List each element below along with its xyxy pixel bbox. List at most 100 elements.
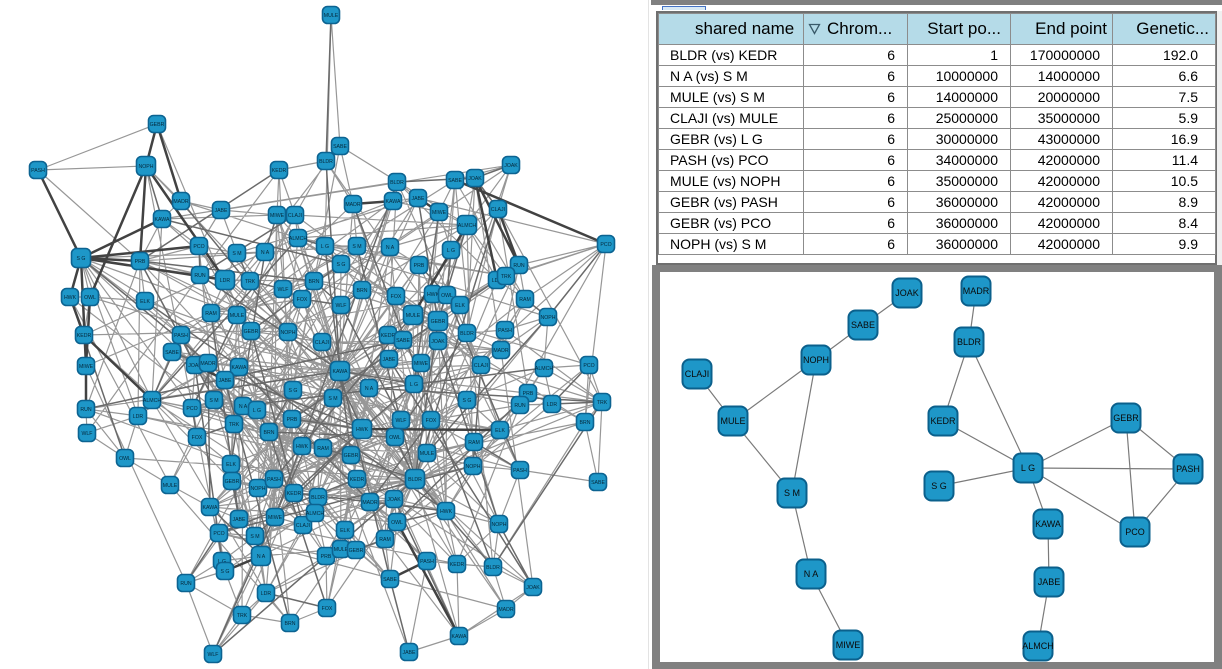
svg-text:L G: L G [410, 382, 418, 388]
svg-text:HWK: HWK [440, 509, 453, 515]
svg-text:N A: N A [365, 386, 374, 392]
svg-text:JOAK: JOAK [504, 163, 518, 169]
svg-text:RAM: RAM [379, 537, 391, 543]
svg-text:JABE: JABE [412, 196, 426, 202]
svg-text:BLDR: BLDR [319, 159, 333, 165]
svg-text:MIWE: MIWE [268, 515, 283, 521]
svg-text:MULE: MULE [334, 547, 349, 553]
svg-text:TRK: TRK [501, 274, 512, 280]
svg-text:JOAK: JOAK [188, 363, 202, 369]
svg-text:CLAJI: CLAJI [296, 523, 310, 529]
svg-text:HWK: HWK [356, 427, 369, 433]
svg-text:JABE: JABE [233, 517, 247, 523]
svg-text:S M: S M [250, 534, 259, 540]
svg-text:PCO: PCO [583, 363, 594, 369]
svg-text:HWK: HWK [64, 295, 77, 301]
svg-text:KEDR: KEDR [77, 333, 92, 339]
svg-text:KAWA: KAWA [333, 369, 348, 375]
svg-text:PCO: PCO [600, 242, 611, 248]
svg-text:ELK: ELK [140, 299, 150, 305]
svg-text:KEDR: KEDR [930, 416, 956, 426]
svg-text:BLDR: BLDR [390, 180, 404, 186]
svg-text:MULE: MULE [406, 313, 421, 319]
svg-text:N A: N A [804, 569, 819, 579]
svg-text:BRN: BRN [580, 420, 591, 426]
svg-text:SABE: SABE [448, 178, 462, 184]
svg-text:BLDR: BLDR [486, 565, 500, 571]
svg-text:KAWA: KAWA [452, 634, 467, 640]
svg-text:BRN: BRN [264, 430, 275, 436]
svg-text:PCO: PCO [193, 244, 204, 250]
svg-text:JABE: JABE [383, 357, 397, 363]
svg-text:S G: S G [463, 398, 472, 404]
svg-text:HWK: HWK [296, 444, 309, 450]
svg-text:NOPH: NOPH [492, 522, 507, 528]
svg-text:WLF: WLF [82, 431, 93, 437]
svg-text:RAM: RAM [468, 440, 480, 446]
svg-text:L G: L G [253, 408, 261, 414]
svg-text:S G: S G [221, 569, 230, 575]
svg-text:OWL: OWL [84, 295, 96, 301]
svg-text:PASH: PASH [31, 168, 45, 174]
svg-text:WLF: WLF [278, 287, 289, 293]
svg-text:LDR: LDR [261, 591, 272, 597]
svg-text:SABE: SABE [383, 577, 397, 583]
svg-text:SABE: SABE [851, 320, 875, 330]
svg-text:N A: N A [261, 250, 270, 256]
svg-text:ELK: ELK [495, 428, 505, 434]
svg-text:N A: N A [239, 404, 248, 410]
svg-text:ELK: ELK [455, 303, 465, 309]
svg-text:KAWA: KAWA [232, 365, 247, 371]
svg-text:PCO: PCO [213, 531, 224, 537]
svg-text:CLAJI: CLAJI [288, 213, 302, 219]
svg-text:MADR: MADR [493, 348, 509, 354]
svg-text:GEBR: GEBR [431, 319, 446, 325]
svg-text:MULE: MULE [720, 416, 745, 426]
svg-text:S G: S G [337, 262, 346, 268]
svg-text:GEBR: GEBR [1113, 413, 1139, 423]
svg-text:S G: S G [77, 256, 86, 262]
svg-text:MADR: MADR [345, 202, 361, 208]
svg-text:PRB: PRB [414, 263, 425, 269]
svg-text:JOAK: JOAK [431, 339, 445, 345]
svg-text:OWL: OWL [391, 520, 403, 526]
svg-text:BLDR: BLDR [460, 331, 474, 337]
svg-text:RUN: RUN [194, 273, 205, 279]
svg-text:RUN: RUN [180, 581, 191, 587]
svg-text:MIWE: MIWE [432, 210, 447, 216]
svg-text:FOX: FOX [391, 294, 402, 300]
svg-text:ELK: ELK [340, 528, 350, 534]
svg-text:BLDR: BLDR [957, 337, 982, 347]
svg-text:ELK: ELK [226, 462, 236, 468]
svg-text:RAM: RAM [205, 311, 217, 317]
svg-text:PCO: PCO [1125, 527, 1145, 537]
svg-text:BRN: BRN [285, 621, 296, 627]
svg-text:NOPH: NOPH [803, 355, 829, 365]
svg-text:MIWE: MIWE [270, 213, 285, 219]
svg-text:L G: L G [447, 248, 455, 254]
svg-text:WLF: WLF [336, 303, 347, 309]
svg-text:RUN: RUN [80, 407, 91, 413]
svg-text:KEDR: KEDR [287, 491, 302, 497]
svg-text:ALMCH: ALMCH [306, 511, 324, 517]
svg-text:TRK: TRK [245, 279, 256, 285]
svg-text:NOPH: NOPH [281, 330, 296, 336]
svg-text:S M: S M [352, 244, 361, 250]
svg-text:BLDR: BLDR [408, 477, 422, 483]
svg-text:S M: S M [328, 396, 337, 402]
svg-text:GEBR: GEBR [244, 329, 259, 335]
svg-text:LDR: LDR [133, 414, 144, 420]
svg-text:JABE: JABE [215, 208, 229, 214]
svg-text:KAWA: KAWA [203, 505, 218, 511]
svg-text:BLDR: BLDR [311, 495, 325, 501]
svg-text:MADR: MADR [963, 286, 990, 296]
svg-text:GEBR: GEBR [349, 548, 364, 554]
svg-text:LDR: LDR [547, 402, 558, 408]
svg-text:PASH: PASH [498, 328, 512, 334]
svg-text:GEBR: GEBR [225, 479, 240, 485]
svg-text:L G: L G [1021, 463, 1035, 473]
svg-text:FOX: FOX [192, 435, 203, 441]
svg-text:ALMCH: ALMCH [458, 223, 476, 229]
svg-text:CLAJI: CLAJI [685, 369, 710, 379]
svg-text:MIWE: MIWE [79, 364, 94, 370]
